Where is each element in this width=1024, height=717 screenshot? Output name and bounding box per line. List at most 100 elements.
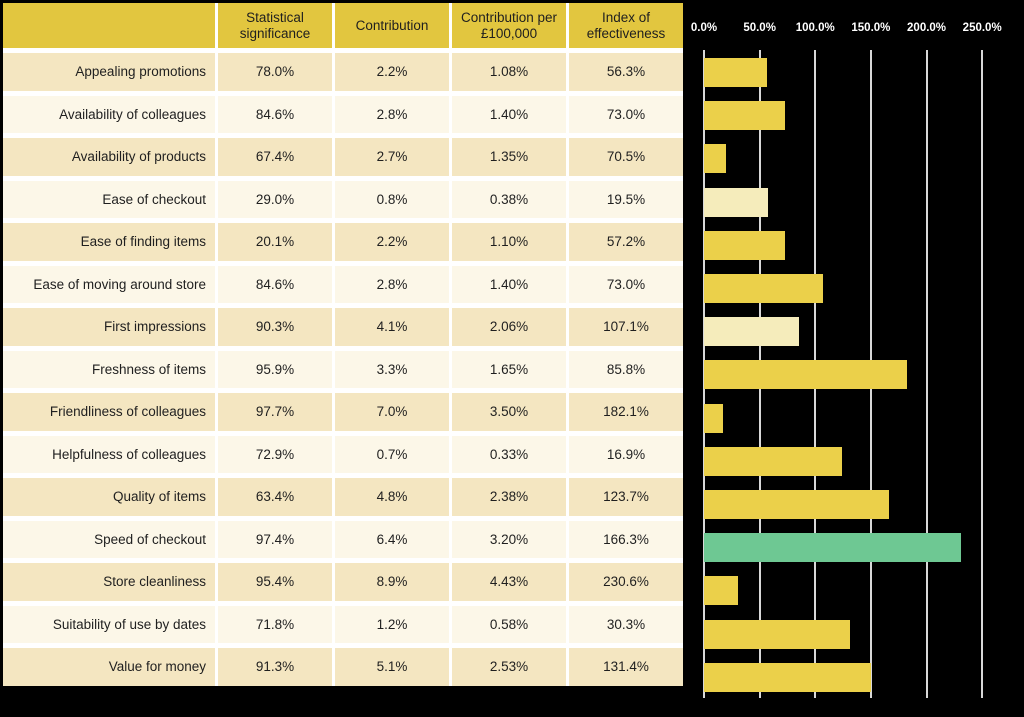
- value-cell: 71.8%: [218, 605, 332, 643]
- bar: [704, 58, 767, 87]
- value-cell: 0.38%: [452, 180, 566, 218]
- x-tick-label: 250.0%: [962, 22, 1002, 34]
- value-cell: 84.6%: [218, 95, 332, 133]
- row-label-cell: Availability of colleagues: [3, 95, 215, 133]
- value-cell: 1.40%: [452, 265, 566, 303]
- bar: [704, 490, 890, 519]
- value-cell: 7.0%: [335, 393, 449, 431]
- value-cell: 182.1%: [569, 393, 683, 431]
- bar: [704, 144, 726, 174]
- bar: [704, 230, 786, 260]
- value-cell: 2.2%: [335, 223, 449, 261]
- x-tick-label: 200.0%: [907, 22, 947, 34]
- value-cell: 3.3%: [335, 350, 449, 388]
- value-cell: 2.38%: [452, 478, 566, 516]
- row-label-cell: Friendliness of colleagues: [3, 393, 215, 431]
- value-cell: 0.8%: [335, 180, 449, 218]
- value-cell: 67.4%: [218, 138, 332, 176]
- row-label-cell: Availability of products: [3, 138, 215, 176]
- value-cell: 2.7%: [335, 138, 449, 176]
- value-cell: 0.33%: [452, 435, 566, 473]
- row-label-cell: Speed of checkout: [3, 520, 215, 558]
- value-cell: 107.1%: [569, 308, 683, 346]
- value-cell: 72.9%: [218, 435, 332, 473]
- value-cell: 73.0%: [569, 95, 683, 133]
- value-cell: 8.9%: [335, 563, 449, 601]
- value-cell: 2.53%: [452, 648, 566, 686]
- bar: [704, 187, 768, 217]
- bar: [704, 101, 786, 131]
- value-cell: 3.50%: [452, 393, 566, 431]
- value-cell: 57.2%: [569, 223, 683, 261]
- value-cell: 4.1%: [335, 308, 449, 346]
- row-label-cell: Value for money: [3, 648, 215, 686]
- value-cell: 1.65%: [452, 350, 566, 388]
- x-tick-label: 150.0%: [851, 22, 891, 34]
- bar: [704, 317, 800, 347]
- row-label-cell: Helpfulness of colleagues: [3, 435, 215, 473]
- value-cell: 29.0%: [218, 180, 332, 218]
- value-cell: 63.4%: [218, 478, 332, 516]
- row-label-cell: Appealing promotions: [3, 53, 215, 91]
- value-cell: 3.20%: [452, 520, 566, 558]
- row-label-cell: First impressions: [3, 308, 215, 346]
- value-cell: 73.0%: [569, 265, 683, 303]
- value-cell: 19.5%: [569, 180, 683, 218]
- column-header-cell: Contribution: [335, 3, 449, 48]
- row-label-cell: Freshness of items: [3, 350, 215, 388]
- value-cell: 95.9%: [218, 350, 332, 388]
- bar: [704, 446, 842, 476]
- value-cell: 84.6%: [218, 265, 332, 303]
- value-cell: 91.3%: [218, 648, 332, 686]
- value-cell: 6.4%: [335, 520, 449, 558]
- value-cell: 2.8%: [335, 265, 449, 303]
- value-cell: 97.7%: [218, 393, 332, 431]
- bar: [704, 576, 738, 606]
- value-cell: 85.8%: [569, 350, 683, 388]
- value-cell: 90.3%: [218, 308, 332, 346]
- value-cell: 166.3%: [569, 520, 683, 558]
- value-cell: 78.0%: [218, 53, 332, 91]
- value-cell: 4.8%: [335, 478, 449, 516]
- value-cell: 2.8%: [335, 95, 449, 133]
- bar: [704, 662, 871, 692]
- value-cell: 70.5%: [569, 138, 683, 176]
- bar: [704, 533, 961, 563]
- value-cell: 0.7%: [335, 435, 449, 473]
- value-cell: 230.6%: [569, 563, 683, 601]
- value-cell: 1.08%: [452, 53, 566, 91]
- column-header-cell: Contribution per £100,000: [452, 3, 566, 48]
- row-label-cell: Ease of checkout: [3, 180, 215, 218]
- value-cell: 95.4%: [218, 563, 332, 601]
- bar: [704, 619, 851, 649]
- bar: [704, 403, 723, 433]
- row-label-cell: Ease of moving around store: [3, 265, 215, 303]
- column-header-cell: Statistical significance: [218, 3, 332, 48]
- value-cell: 131.4%: [569, 648, 683, 686]
- value-cell: 16.9%: [569, 435, 683, 473]
- row-label-cell: Ease of finding items: [3, 223, 215, 261]
- value-cell: 20.1%: [218, 223, 332, 261]
- value-cell: 1.35%: [452, 138, 566, 176]
- column-header-cell: Index of effectiveness: [569, 3, 683, 48]
- value-cell: 2.2%: [335, 53, 449, 91]
- x-tick-label: 50.0%: [743, 22, 776, 34]
- row-label-cell: Suitability of use by dates: [3, 605, 215, 643]
- gridline: [981, 50, 984, 698]
- x-tick-label: 0.0%: [690, 22, 718, 34]
- metrics-table: Statistical significance Contribution Cont…: [3, 3, 683, 686]
- value-cell: 97.4%: [218, 520, 332, 558]
- bar: [704, 360, 907, 390]
- value-cell: 5.1%: [335, 648, 449, 686]
- value-cell: 4.43%: [452, 563, 566, 601]
- bar: [704, 274, 824, 303]
- value-cell: 30.3%: [569, 605, 683, 643]
- row-label-cell: Quality of items: [3, 478, 215, 516]
- value-cell: 1.2%: [335, 605, 449, 643]
- value-cell: 0.58%: [452, 605, 566, 643]
- value-cell: 2.06%: [452, 308, 566, 346]
- corner-header-cell: [3, 3, 215, 48]
- value-cell: 1.40%: [452, 95, 566, 133]
- value-cell: 1.10%: [452, 223, 566, 261]
